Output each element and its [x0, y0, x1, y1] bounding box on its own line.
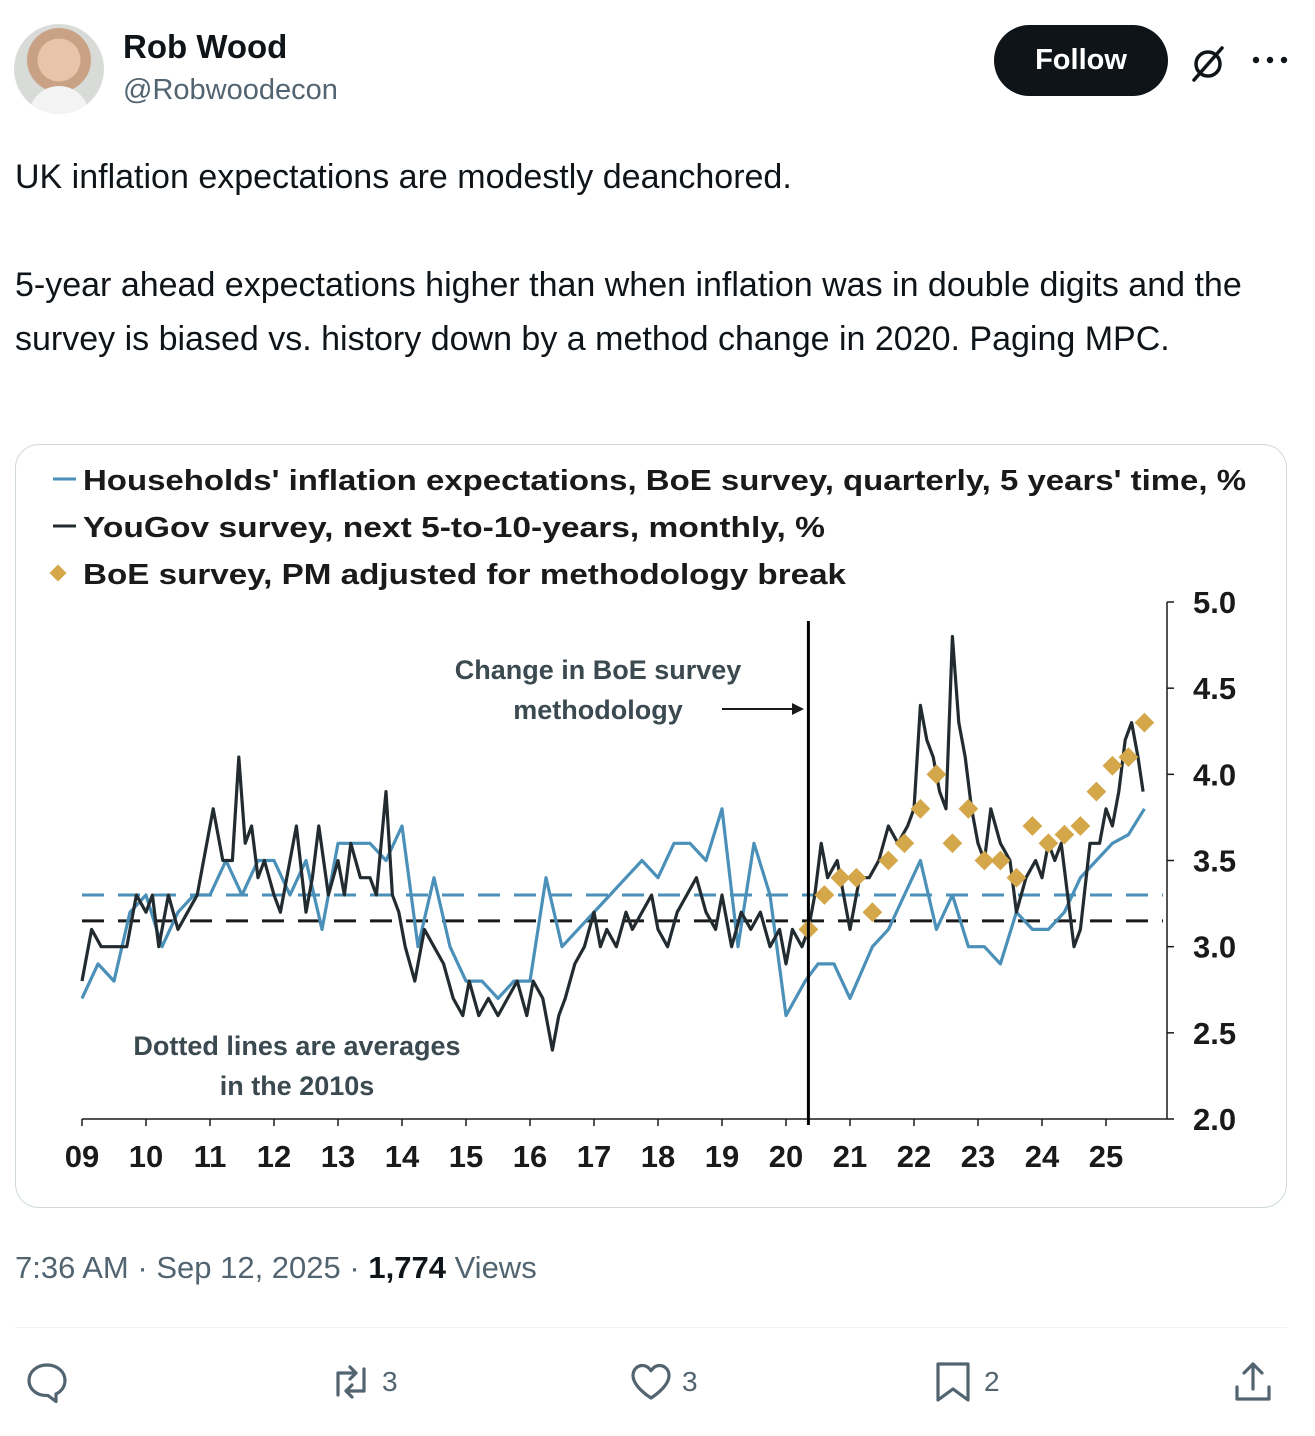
x-tick-label: 19 — [705, 1139, 739, 1174]
x-tick-label: 25 — [1089, 1139, 1123, 1174]
repost-button[interactable]: 3 — [328, 1358, 398, 1406]
y-tick-label: 4.5 — [1193, 671, 1236, 706]
x-tick-label: 21 — [833, 1139, 867, 1174]
inflation-chart: Households' inflation expectations, BoE … — [49, 465, 1246, 1174]
x-tick-label: 09 — [65, 1139, 99, 1174]
meta-separator-2: · — [349, 1250, 360, 1285]
y-tick-label: 2.0 — [1193, 1102, 1236, 1137]
post-meta: 7:36 AM · Sep 12, 2025 · 1,774 Views — [15, 1250, 537, 1286]
x-tick-label: 20 — [769, 1139, 803, 1174]
x-tick-label: 24 — [1025, 1139, 1060, 1174]
author-name[interactable]: Rob Wood — [123, 28, 288, 65]
adjusted-point — [814, 885, 835, 905]
adjusted-point — [894, 833, 915, 854]
adjusted-point — [1054, 824, 1075, 845]
adjusted-point — [1070, 816, 1091, 836]
annotation-dotted-line2: in the 2010s — [220, 1071, 375, 1101]
adjusted-point — [1022, 816, 1043, 836]
x-tick-label: 18 — [641, 1139, 675, 1174]
x-tick-label: 23 — [961, 1139, 995, 1174]
x-tick-label: 17 — [577, 1139, 611, 1174]
x-tick-label: 22 — [897, 1139, 931, 1174]
avatar[interactable] — [14, 24, 104, 114]
divider — [15, 1327, 1287, 1328]
bookmark-icon — [936, 1362, 970, 1402]
legend-boe: Households' inflation expectations, BoE … — [83, 465, 1246, 497]
adjusted-point — [958, 798, 979, 819]
reply-icon — [27, 1363, 67, 1404]
legend-adjusted: BoE survey, PM adjusted for methodology … — [83, 559, 847, 591]
adjusted-point — [1102, 755, 1123, 776]
views-label: Views — [454, 1250, 537, 1285]
like-count: 3 — [682, 1366, 698, 1397]
adjusted-point — [846, 867, 867, 888]
share-icon — [1235, 1362, 1271, 1401]
post-text: UK inflation expectations are modestly d… — [15, 150, 1295, 366]
more-icon[interactable] — [1248, 42, 1292, 78]
adjusted-point — [1086, 781, 1107, 802]
series-line-boe — [80, 807, 1146, 1018]
share-button[interactable] — [1230, 1358, 1276, 1406]
adjusted-point — [1038, 833, 1059, 854]
x-tick-label: 13 — [321, 1139, 355, 1174]
heart-icon — [631, 1363, 671, 1400]
repost-icon — [336, 1365, 366, 1399]
post-time[interactable]: 7:36 AM — [15, 1250, 129, 1285]
reply-button[interactable] — [24, 1358, 78, 1406]
post-line-1: UK inflation expectations are modestly d… — [15, 158, 792, 196]
legend-yougov: YouGov survey, next 5-to-10-years, month… — [83, 512, 825, 544]
x-tick-label: 15 — [449, 1139, 483, 1174]
adjusted-point — [1118, 747, 1139, 767]
adjusted-point — [1134, 712, 1155, 733]
y-tick-label: 5.0 — [1193, 585, 1236, 620]
repost-count: 3 — [382, 1366, 398, 1397]
y-tick-label: 4.0 — [1193, 757, 1236, 792]
adjusted-point — [862, 902, 883, 923]
x-tick-label: 14 — [385, 1139, 420, 1174]
y-tick-label: 3.0 — [1193, 930, 1236, 965]
x-tick-label: 16 — [513, 1139, 547, 1174]
bookmark-button[interactable]: 2 — [930, 1358, 1000, 1406]
x-tick-label: 11 — [194, 1139, 227, 1174]
post-date[interactable]: Sep 12, 2025 — [156, 1250, 341, 1285]
adjusted-point — [942, 833, 963, 854]
y-tick-label: 3.5 — [1193, 844, 1236, 879]
annotation-change-line1: Change in BoE survey — [455, 655, 742, 685]
annotation-change-line2: methodology — [513, 695, 683, 725]
bookmark-count: 2 — [984, 1366, 1000, 1397]
slashed-circle-icon[interactable] — [1186, 42, 1230, 86]
avatar-shirt — [29, 86, 89, 114]
adjusted-point — [926, 764, 947, 785]
author-handle[interactable]: @Robwoodecon — [123, 74, 338, 106]
post-line-2: 5-year ahead expectations higher than wh… — [15, 266, 1242, 358]
x-tick-label: 12 — [257, 1139, 291, 1174]
meta-separator: · — [137, 1250, 148, 1285]
annotation-dotted-line1: Dotted lines are averages — [133, 1031, 460, 1061]
chart-card[interactable]: Households' inflation expectations, BoE … — [15, 444, 1287, 1208]
x-tick-label: 10 — [129, 1139, 163, 1174]
follow-button[interactable]: Follow — [994, 25, 1168, 96]
like-button[interactable]: 3 — [628, 1358, 698, 1406]
y-tick-label: 2.5 — [1193, 1016, 1236, 1051]
views-count: 1,774 — [368, 1250, 446, 1285]
